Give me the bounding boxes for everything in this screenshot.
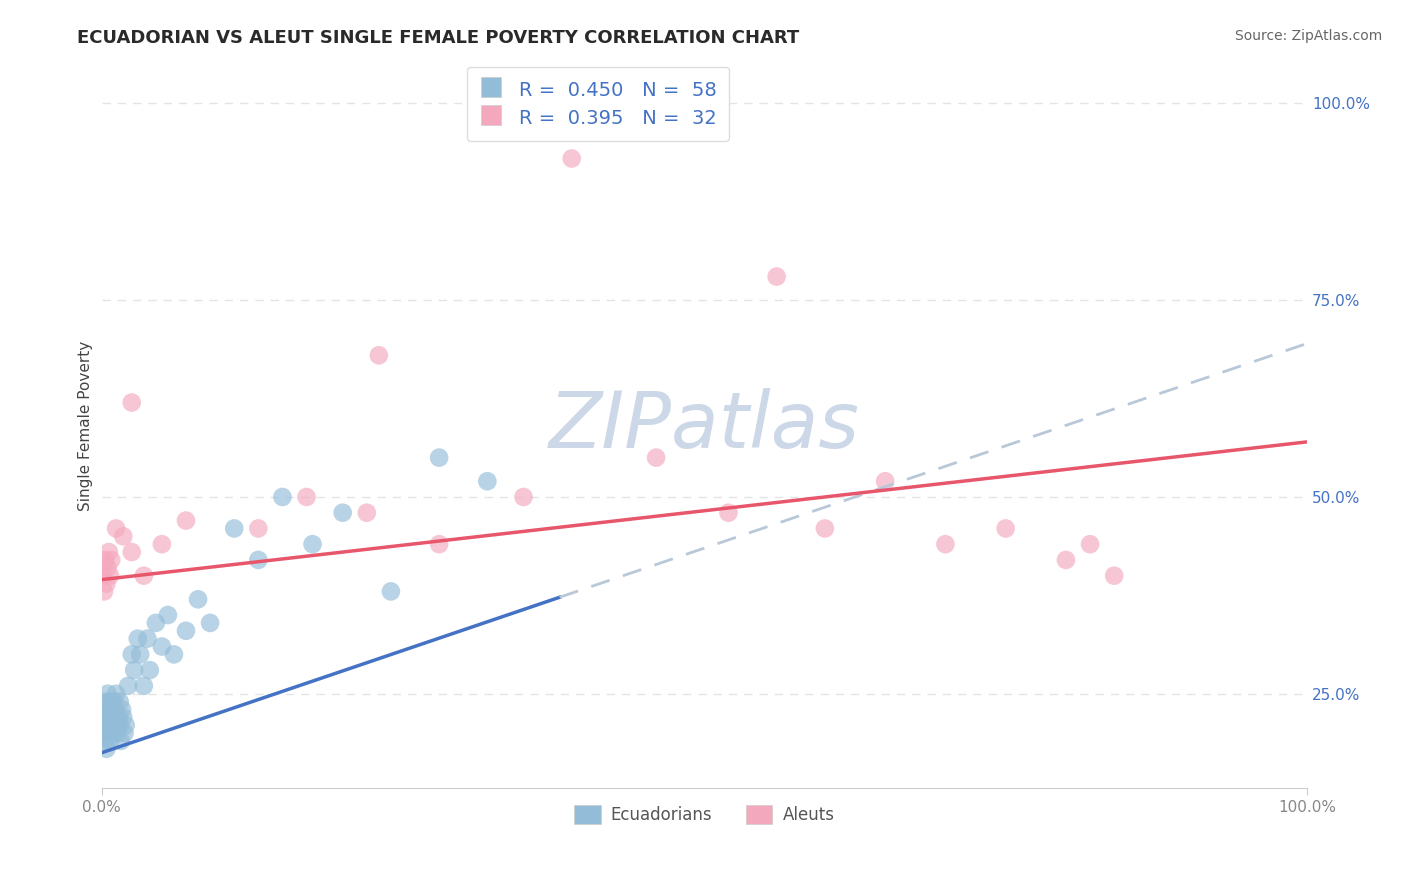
Point [224, 521, 246, 535]
Point [356, 506, 378, 520]
Point [110, 734, 132, 748]
Legend: Ecuadorians, Aleuts: Ecuadorians, Aleuts [568, 798, 841, 830]
Point [198, 615, 221, 630]
Point [132, 568, 155, 582]
Point [91, 710, 114, 724]
Point [717, 506, 740, 520]
Point [91, 568, 114, 582]
Text: Source: ZipAtlas.com: Source: ZipAtlas.com [1234, 29, 1382, 43]
Point [94, 734, 117, 748]
Point [94, 718, 117, 732]
Point [96, 710, 118, 724]
Point [561, 152, 583, 166]
Point [127, 632, 149, 646]
Point [271, 490, 294, 504]
Point [97, 687, 120, 701]
Point [100, 726, 122, 740]
Point [98, 734, 121, 748]
Point [645, 450, 668, 465]
Point [93, 584, 115, 599]
Point [121, 545, 143, 559]
Point [114, 726, 136, 740]
Point [174, 624, 197, 638]
Point [101, 710, 124, 724]
Point [301, 537, 323, 551]
Point [156, 607, 179, 622]
Point [103, 726, 125, 740]
Point [105, 521, 128, 535]
Point [103, 695, 125, 709]
Point [94, 695, 117, 709]
Point [105, 718, 128, 732]
Point [139, 663, 162, 677]
Point [108, 718, 131, 732]
Point [97, 561, 120, 575]
Point [367, 348, 389, 362]
Point [1054, 553, 1077, 567]
Point [187, 592, 209, 607]
Point [108, 695, 131, 709]
Point [100, 702, 122, 716]
Point [94, 553, 117, 567]
Point [112, 710, 135, 724]
Point [96, 576, 118, 591]
Point [93, 726, 115, 740]
Point [132, 679, 155, 693]
Point [332, 506, 354, 520]
Point [111, 702, 134, 716]
Point [101, 718, 124, 732]
Point [98, 695, 121, 709]
Point [427, 537, 450, 551]
Point [104, 710, 127, 724]
Point [97, 726, 120, 740]
Point [96, 742, 118, 756]
Point [121, 395, 143, 409]
Point [100, 553, 122, 567]
Point [114, 718, 136, 732]
Point [150, 640, 173, 654]
Point [1102, 568, 1125, 582]
Point [814, 521, 837, 535]
Point [97, 545, 120, 559]
Point [105, 687, 128, 701]
Point [117, 679, 139, 693]
Point [112, 529, 135, 543]
Point [136, 632, 159, 646]
Text: ZIPatlas: ZIPatlas [548, 388, 859, 464]
Point [96, 726, 118, 740]
Point [97, 718, 120, 732]
Point [765, 269, 787, 284]
Point [994, 521, 1017, 535]
Point [247, 521, 270, 535]
Point [174, 514, 197, 528]
Point [934, 537, 956, 551]
Point [477, 474, 499, 488]
Point [247, 553, 270, 567]
Point [427, 450, 450, 465]
Point [163, 648, 186, 662]
Point [121, 648, 143, 662]
Text: ECUADORIAN VS ALEUT SINGLE FEMALE POVERTY CORRELATION CHART: ECUADORIAN VS ALEUT SINGLE FEMALE POVERT… [77, 29, 800, 46]
Point [97, 702, 120, 716]
Y-axis label: Single Female Poverty: Single Female Poverty [79, 341, 93, 511]
Point [1078, 537, 1101, 551]
Point [98, 568, 121, 582]
Point [150, 537, 173, 551]
Point [145, 615, 167, 630]
Point [875, 474, 897, 488]
Point [122, 663, 145, 677]
Point [93, 702, 115, 716]
Point [129, 648, 152, 662]
Point [107, 710, 129, 724]
Point [105, 726, 128, 740]
Point [104, 702, 127, 716]
Point [295, 490, 318, 504]
Point [97, 710, 120, 724]
Point [380, 584, 402, 599]
Point [98, 718, 121, 732]
Point [512, 490, 534, 504]
